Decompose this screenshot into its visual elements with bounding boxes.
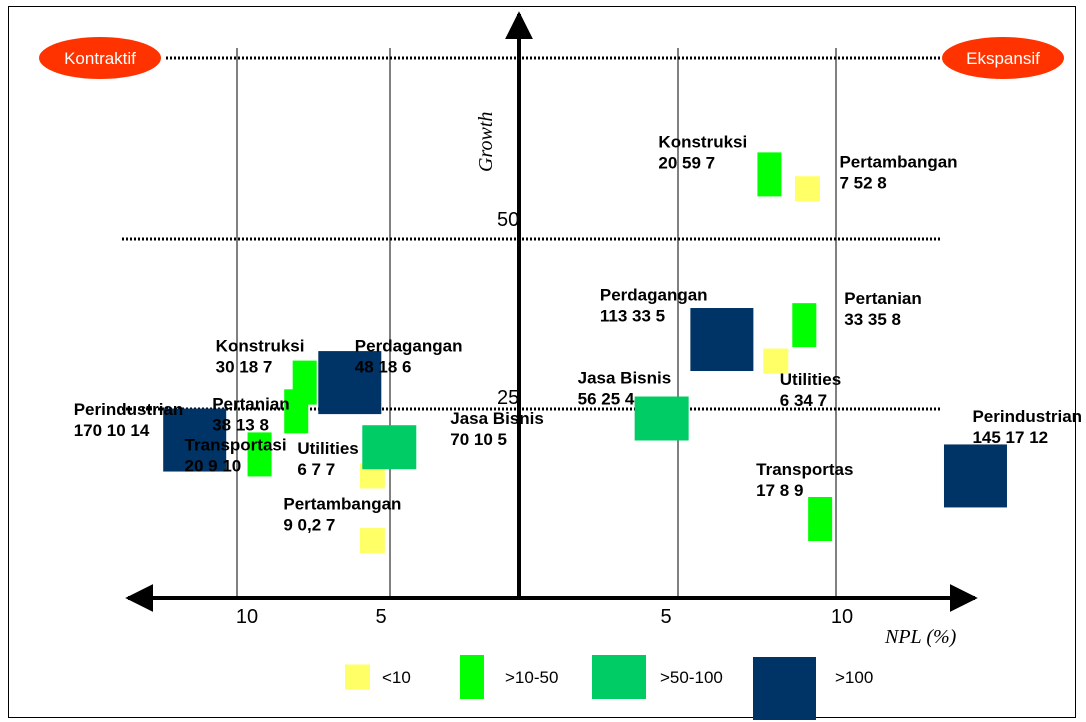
kontraktif-oval xyxy=(39,37,161,79)
mark-kontraktif-jasa-bisnis xyxy=(362,425,417,470)
mark-ekspansif-pertambangan xyxy=(794,176,820,202)
mark-kontraktif-perdagangan xyxy=(318,351,382,415)
values-kontraktif-pertambangan: 9 0,2 7 xyxy=(283,516,335,535)
mark-ekspansif-transportas xyxy=(808,497,833,542)
mark-ekspansif-jasa-bisnis xyxy=(634,396,689,441)
label-kontraktif-pertambangan: Pertambangan xyxy=(283,495,401,514)
label-ekspansif-pertanian: Pertanian xyxy=(844,289,921,308)
label-kontraktif-konstruksi: Konstruksi xyxy=(216,337,305,356)
label-ekspansif-pertambangan: Pertambangan xyxy=(839,153,957,172)
label-kontraktif-jasa-bisnis: Jasa Bisnis xyxy=(450,409,544,428)
values-kontraktif-pertanian: 38 13 8 xyxy=(212,415,269,434)
x-axis-title: NPL (%) xyxy=(884,626,957,648)
chart-frame xyxy=(8,6,1076,718)
x-tick-left-10: 10 xyxy=(236,606,258,628)
label-kontraktif-utilities: Utilities xyxy=(297,439,358,458)
values-ekspansif-perdagangan: 113 33 5 xyxy=(600,307,665,326)
mark-kontraktif-perindustrian xyxy=(163,408,227,472)
values-kontraktif-perdagangan: 48 18 6 xyxy=(355,358,412,377)
data-marks xyxy=(163,152,1007,554)
label-ekspansif-konstruksi: Konstruksi xyxy=(658,132,747,151)
label-ekspansif-jasa-bisnis: Jasa Bisnis xyxy=(578,369,672,388)
label-ekspansif-utilities: Utilities xyxy=(780,370,841,389)
legend-swatch-s2 xyxy=(460,655,484,699)
legend-label-s1: <10 xyxy=(382,668,411,687)
values-ekspansif-pertambangan: 7 52 8 xyxy=(839,174,886,193)
legend-swatch-s4 xyxy=(753,657,816,720)
ekspansif-oval xyxy=(942,37,1064,79)
mark-kontraktif-pertanian xyxy=(284,389,309,434)
label-ekspansif-transportas: Transportas xyxy=(756,460,853,479)
ekspansif-label: Ekspansif xyxy=(966,49,1040,68)
legend-label-s3: >50-100 xyxy=(660,668,723,687)
legend-swatch-s3 xyxy=(592,655,646,699)
label-kontraktif-transportasi: Transportasi xyxy=(185,435,287,454)
data-labels: Perindustrian 170 10 14 Konstruksi 30 18 7 P… xyxy=(74,132,1082,534)
mark-ekspansif-perdagangan xyxy=(690,308,754,372)
x-tick-right-10: 10 xyxy=(831,606,853,628)
label-kontraktif-pertanian: Pertanian xyxy=(212,394,289,413)
mark-kontraktif-pertambangan xyxy=(359,528,385,554)
kontraktif-label: Kontraktif xyxy=(64,49,136,68)
values-ekspansif-utilities: 6 34 7 xyxy=(780,391,827,410)
size-legend: <10 >10-50 >50-100 >100 xyxy=(345,655,873,720)
values-ekspansif-pertanian: 33 35 8 xyxy=(844,310,901,329)
legend-label-s2: >10-50 xyxy=(505,668,558,687)
label-ekspansif-perdagangan: Perdagangan xyxy=(600,286,708,305)
values-kontraktif-utilities: 6 7 7 xyxy=(297,460,335,479)
values-ekspansif-perindustrian: 145 17 12 xyxy=(972,428,1048,447)
label-kontraktif-perindustrian: Perindustrian xyxy=(74,400,184,419)
x-tick-right-5: 5 xyxy=(660,606,671,628)
values-kontraktif-konstruksi: 30 18 7 xyxy=(216,358,273,377)
values-kontraktif-jasa-bisnis: 70 10 5 xyxy=(450,430,507,449)
label-ekspansif-perindustrian: Perindustrian xyxy=(972,407,1082,426)
y-tick-50: 50 xyxy=(497,209,519,231)
mark-ekspansif-konstruksi xyxy=(757,152,782,197)
y-axis-title: Growth xyxy=(475,112,497,172)
values-kontraktif-perindustrian: 170 10 14 xyxy=(74,421,150,440)
label-kontraktif-perdagangan: Perdagangan xyxy=(355,337,463,356)
x-tick-left-5: 5 xyxy=(375,606,386,628)
legend-swatch-s1 xyxy=(345,664,370,690)
values-ekspansif-transportas: 17 8 9 xyxy=(756,481,803,500)
values-kontraktif-transportasi: 20 9 10 xyxy=(185,456,242,475)
mark-ekspansif-pertanian xyxy=(792,303,817,348)
mark-ekspansif-utilities xyxy=(763,348,789,374)
values-ekspansif-konstruksi: 20 59 7 xyxy=(658,153,715,172)
values-ekspansif-jasa-bisnis: 56 25 4 xyxy=(578,390,635,409)
mark-kontraktif-transportasi xyxy=(247,432,272,477)
mark-ekspansif-perindustrian xyxy=(943,444,1007,508)
y-tick-25: 25 xyxy=(497,387,519,409)
legend-label-s4: >100 xyxy=(835,668,873,687)
